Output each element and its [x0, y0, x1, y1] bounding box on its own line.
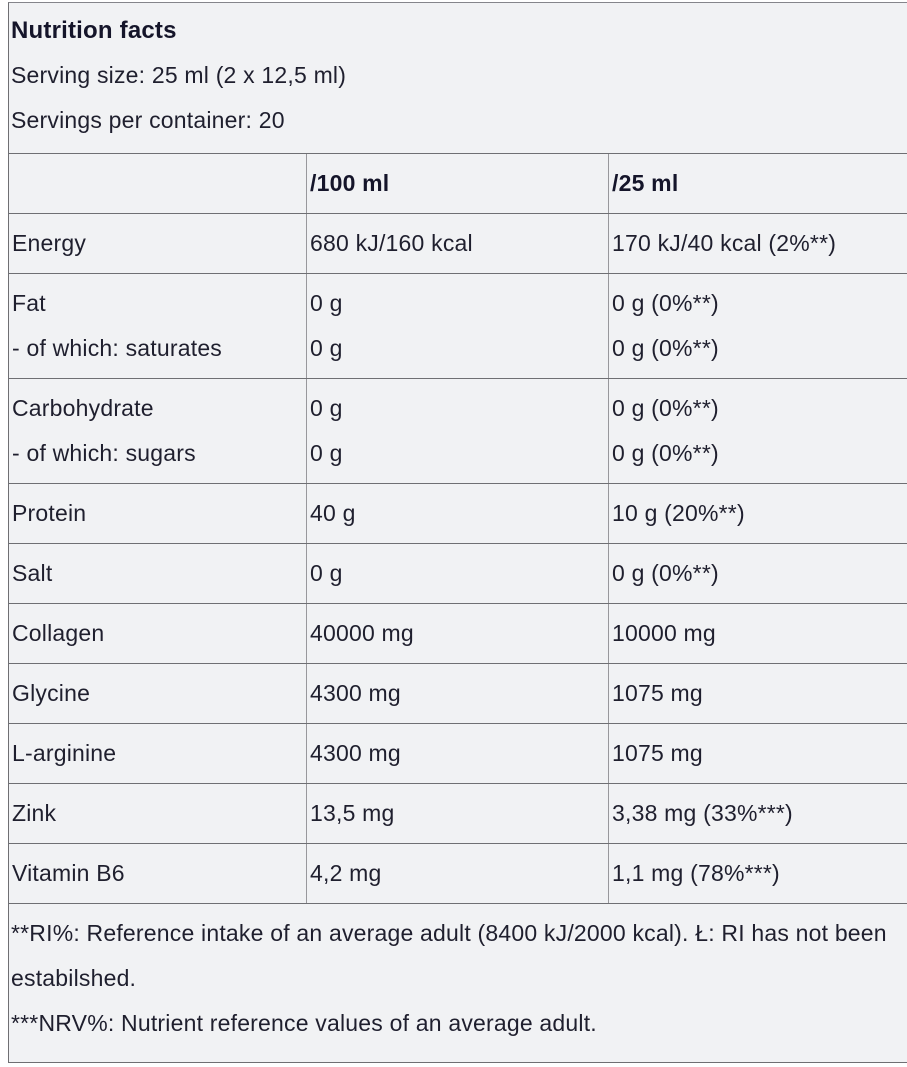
per-25ml-value-cell: 1,1 mg (78%***) — [608, 844, 907, 903]
column-header-per-100ml: /100 ml — [306, 154, 608, 213]
nutrient-label-cell: Fat - of which: saturates — [9, 274, 306, 378]
per-25ml-value-cell: 10000 mg — [608, 604, 907, 663]
cell-text: Protein — [12, 500, 87, 526]
per-100ml-value-cell: 680 kJ/160 kcal — [306, 214, 608, 273]
per-25ml-value-cell: 1075 mg — [608, 664, 907, 723]
table-row: Fat - of which: saturates 0 g 0 g 0 g (0%**)… — [9, 274, 907, 379]
cell-text: 0 g — [310, 290, 343, 316]
nutrient-label-cell: Protein — [9, 484, 306, 543]
cell-text: 0 g — [310, 440, 343, 466]
per-100ml-value-cell: 4300 mg — [306, 724, 608, 783]
footnote-text: **RI%: Reference intake of an average ad… — [11, 920, 887, 991]
cell-text: 10000 mg — [612, 620, 716, 646]
cell-text: 0 g — [310, 560, 343, 586]
nutrient-label-cell: Collagen — [9, 604, 306, 663]
cell-text: 0 g — [310, 335, 343, 361]
serving-size-text: Serving size: 25 ml (2 x 12,5 ml) — [11, 62, 347, 88]
per-100ml-value-cell: 0 g — [306, 544, 608, 603]
cell-text: 1,1 mg (78%***) — [612, 860, 780, 886]
cell-text: Collagen — [12, 620, 105, 646]
servings-per-container-text: Servings per container: 20 — [11, 107, 285, 133]
nutrient-label-cell: Salt — [9, 544, 306, 603]
per-25ml-value-cell: 0 g (0%**) — [608, 544, 907, 603]
per-100ml-value-cell: 0 g 0 g — [306, 379, 608, 483]
column-header-row: /100 ml /25 ml — [9, 154, 907, 214]
cell-text: Carbohydrate — [12, 395, 154, 421]
nutrient-label-cell: Carbohydrate - of which: sugars — [9, 379, 306, 483]
per-25ml-value-cell: 0 g (0%**) 0 g (0%**) — [608, 274, 907, 378]
cell-text: 10 g (20%**) — [612, 500, 745, 526]
cell-text: L-arginine — [12, 740, 117, 766]
cell-text: 0 g (0%**) — [612, 395, 719, 421]
cell-text: 1075 mg — [612, 680, 703, 706]
nutrient-label-cell: Vitamin B6 — [9, 844, 306, 903]
per-25ml-value-cell: 1075 mg — [608, 724, 907, 783]
per-25ml-value-cell: 170 kJ/40 kcal (2%**) — [608, 214, 907, 273]
per-25ml-value-cell: 3,38 mg (33%***) — [608, 784, 907, 843]
column-header-per-25ml: /25 ml — [608, 154, 907, 213]
cell-text: 680 kJ/160 kcal — [310, 230, 473, 256]
cell-text: 0 g (0%**) — [612, 335, 719, 361]
cell-text: Vitamin B6 — [12, 860, 125, 886]
cell-text: Zink — [12, 800, 57, 826]
table-row: Energy 680 kJ/160 kcal 170 kJ/40 kcal (2%*… — [9, 214, 907, 274]
cell-text: 3,38 mg (33%***) — [612, 800, 793, 826]
per-25ml-value-cell: 0 g (0%**) 0 g (0%**) — [608, 379, 907, 483]
cell-text: 0 g (0%**) — [612, 440, 719, 466]
footnote-text: ***NRV%: Nutrient reference values of an… — [11, 1010, 597, 1036]
cell-text: 0 g (0%**) — [612, 560, 719, 586]
table-row: Zink 13,5 mg 3,38 mg (33%***) — [9, 784, 907, 844]
nutrient-label-cell: Zink — [9, 784, 306, 843]
nutrient-label-cell: Glycine — [9, 664, 306, 723]
table-row: Collagen 40000 mg 10000 mg — [9, 604, 907, 664]
footnotes-block: **RI%: Reference intake of an average ad… — [9, 904, 907, 1054]
per-100ml-value-cell: 40000 mg — [306, 604, 608, 663]
cell-text: Fat — [12, 290, 46, 316]
table-row: Salt 0 g 0 g (0%**) — [9, 544, 907, 604]
cell-text: 40000 mg — [310, 620, 414, 646]
cell-text: 170 kJ/40 kcal (2%**) — [612, 230, 837, 256]
nutrient-label-cell: L-arginine — [9, 724, 306, 783]
column-header-empty — [9, 154, 306, 213]
per-100ml-value-cell: 13,5 mg — [306, 784, 608, 843]
cell-text: 40 g — [310, 500, 356, 526]
nutrition-facts-table: Nutrition facts Serving size: 25 ml (2 x… — [8, 2, 907, 1063]
cell-text: 0 g — [310, 395, 343, 421]
table-row: Glycine 4300 mg 1075 mg — [9, 664, 907, 724]
cell-text: - of which: saturates — [12, 335, 223, 361]
cell-text: 1075 mg — [612, 740, 703, 766]
cell-text: 4300 mg — [310, 680, 401, 706]
per-25ml-value-cell: 10 g (20%**) — [608, 484, 907, 543]
per-100ml-value-cell: 0 g 0 g — [306, 274, 608, 378]
table-row: Protein 40 g 10 g (20%**) — [9, 484, 907, 544]
table-title: Nutrition facts — [11, 17, 177, 44]
table-row: L-arginine 4300 mg 1075 mg — [9, 724, 907, 784]
cell-text: 0 g (0%**) — [612, 290, 719, 316]
cell-text: - of which: sugars — [12, 440, 196, 466]
cell-text: 4,2 mg — [310, 860, 382, 886]
cell-text: Energy — [12, 230, 87, 256]
cell-text: 4300 mg — [310, 740, 401, 766]
per-100ml-value-cell: 4,2 mg — [306, 844, 608, 903]
per-100ml-value-cell: 40 g — [306, 484, 608, 543]
table-row: Vitamin B6 4,2 mg 1,1 mg (78%***) — [9, 844, 907, 904]
table-header-block: Nutrition facts Serving size: 25 ml (2 x… — [9, 3, 907, 153]
nutrition-grid: /100 ml /25 ml Energy 680 kJ/160 kcal 170 … — [9, 153, 907, 904]
nutrition-grid-body: Energy 680 kJ/160 kcal 170 kJ/40 kcal (2%*… — [9, 214, 907, 904]
per-100ml-value-cell: 4300 mg — [306, 664, 608, 723]
cell-text: Glycine — [12, 680, 91, 706]
cell-text: Salt — [12, 560, 53, 586]
nutrient-label-cell: Energy — [9, 214, 306, 273]
cell-text: 13,5 mg — [310, 800, 395, 826]
